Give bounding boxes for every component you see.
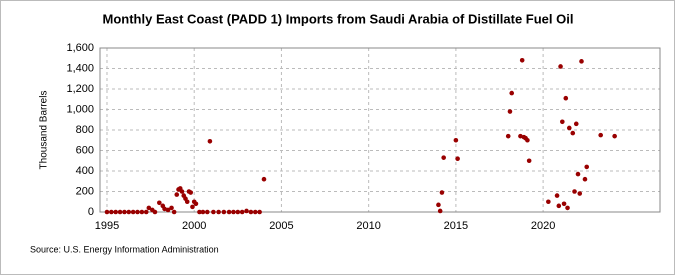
point — [577, 191, 583, 196]
point — [146, 205, 152, 211]
point — [257, 209, 262, 215]
point — [437, 208, 443, 214]
point — [130, 209, 136, 215]
point — [526, 158, 532, 164]
point — [525, 137, 530, 143]
point — [117, 209, 123, 215]
y-tick-label: 800 — [76, 124, 94, 136]
point — [197, 209, 202, 215]
point — [505, 133, 511, 139]
x-tick-label: 2010 — [356, 220, 380, 232]
point — [554, 193, 560, 198]
point — [135, 209, 140, 215]
point — [566, 125, 572, 131]
x-tick-label: 2000 — [182, 220, 206, 232]
point — [179, 189, 185, 194]
point — [152, 209, 158, 215]
point — [560, 119, 565, 125]
point — [216, 209, 221, 215]
y-tick-label: 200 — [76, 185, 94, 197]
point — [139, 209, 145, 215]
point — [584, 164, 590, 170]
point — [261, 176, 267, 182]
point — [453, 137, 459, 143]
point — [126, 209, 132, 215]
point — [561, 201, 567, 207]
point — [221, 209, 227, 215]
point — [165, 207, 171, 213]
point — [598, 132, 603, 138]
point — [239, 209, 245, 215]
y-tick-label: 1,600 — [66, 42, 94, 54]
point — [226, 209, 232, 215]
y-tick-label: 1,000 — [66, 103, 94, 115]
y-tick-label: 0 — [88, 206, 94, 218]
point — [200, 209, 206, 215]
point — [244, 208, 249, 214]
point — [190, 204, 195, 210]
point — [518, 133, 523, 139]
point — [184, 199, 190, 205]
point — [579, 59, 584, 64]
x-tick-label: 2020 — [531, 220, 555, 232]
point — [556, 203, 562, 209]
point — [573, 121, 579, 127]
plot-border — [99, 47, 661, 213]
point — [109, 209, 114, 215]
point — [162, 206, 167, 212]
y-tick-label: 1,200 — [66, 83, 94, 95]
point — [122, 209, 127, 215]
point — [563, 95, 569, 101]
point — [570, 130, 576, 136]
point — [143, 209, 149, 215]
point — [252, 209, 258, 215]
point — [546, 199, 551, 205]
point — [193, 201, 199, 207]
x-tick-label: 2005 — [269, 220, 293, 232]
point — [436, 202, 441, 208]
point — [572, 189, 577, 194]
point — [439, 190, 445, 195]
point — [204, 209, 210, 215]
point — [211, 209, 216, 215]
point — [509, 90, 515, 96]
y-tick-label: 1,400 — [66, 62, 94, 74]
x-tick-label: 2015 — [444, 220, 468, 232]
point — [169, 205, 174, 211]
point — [113, 209, 119, 215]
point — [231, 209, 236, 215]
y-tick-label: 600 — [76, 144, 94, 156]
y-tick-label: 400 — [76, 165, 94, 177]
chart-title: Monthly East Coast (PADD 1) Imports from… — [103, 11, 574, 26]
x-tick-label: 1995 — [95, 220, 119, 232]
source-note: Source: U.S. Energy Information Administ… — [30, 244, 219, 254]
point — [582, 176, 588, 182]
point — [558, 64, 563, 69]
point — [519, 58, 525, 63]
point — [248, 209, 254, 215]
point — [207, 138, 213, 144]
point — [575, 171, 581, 177]
point — [507, 109, 513, 114]
point — [188, 190, 194, 195]
y-axis-label: Thousand Barrels — [39, 91, 50, 170]
point — [455, 156, 460, 161]
point — [441, 155, 446, 160]
point — [565, 205, 570, 211]
point — [171, 209, 177, 215]
point — [235, 209, 241, 215]
point — [104, 209, 110, 215]
point — [612, 133, 617, 139]
point — [157, 200, 162, 206]
point — [174, 192, 180, 197]
